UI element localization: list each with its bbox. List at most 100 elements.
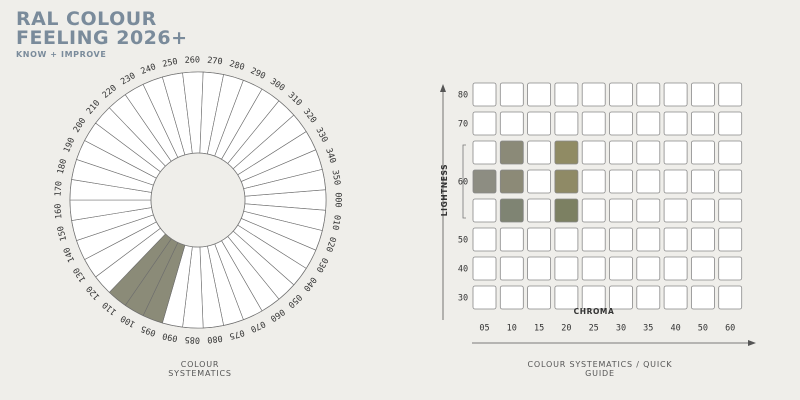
- cell-l40-c05[interactable]: [472, 256, 497, 281]
- cell-l60-c35[interactable]: [636, 169, 661, 194]
- cell-l55-c20[interactable]: [554, 198, 579, 223]
- cell-l55-c15[interactable]: [527, 198, 551, 223]
- cell-l50-c05[interactable]: [472, 227, 497, 252]
- cell-l55-c05[interactable]: [472, 198, 497, 223]
- lightness-label-30: 30: [458, 294, 468, 304]
- cell-l30-c30[interactable]: [609, 285, 633, 310]
- cell-l80-c30[interactable]: [609, 82, 633, 107]
- title-line-2: FEELING 2026+: [16, 27, 188, 49]
- cell-l50-c15[interactable]: [527, 227, 551, 252]
- cell-l70-c60[interactable]: [718, 111, 743, 136]
- cell-l50-c35[interactable]: [636, 227, 661, 252]
- cell-l30-c25[interactable]: [581, 285, 606, 310]
- cell-l70-c25[interactable]: [581, 111, 606, 136]
- cell-l60-c15[interactable]: [527, 169, 551, 194]
- cell-l70-c40[interactable]: [663, 111, 688, 136]
- chroma-label-10: 10: [507, 324, 517, 334]
- cell-l50-c60[interactable]: [718, 227, 743, 252]
- cell-l80-c40[interactable]: [663, 82, 688, 107]
- cell-l40-c35[interactable]: [636, 256, 661, 281]
- cell-l70-c35[interactable]: [636, 111, 661, 136]
- cell-l65-c05[interactable]: [472, 140, 497, 165]
- cell-l30-c40[interactable]: [663, 285, 688, 310]
- cell-l50-c40[interactable]: [663, 227, 688, 252]
- lightness-label-70: 70: [458, 120, 468, 130]
- cell-l40-c30[interactable]: [609, 256, 633, 281]
- cell-l70-c10[interactable]: [499, 111, 524, 136]
- cell-l30-c15[interactable]: [527, 285, 551, 310]
- cell-l65-c15[interactable]: [527, 140, 551, 165]
- hue-label-340: 340: [323, 147, 337, 165]
- cell-l60-c60[interactable]: [718, 169, 743, 194]
- chroma-label-25: 25: [589, 324, 599, 334]
- cell-l40-c15[interactable]: [527, 256, 551, 281]
- cell-l80-c35[interactable]: [636, 82, 661, 107]
- cell-l70-c30[interactable]: [609, 111, 633, 136]
- cell-l65-c30[interactable]: [609, 140, 633, 165]
- cell-l70-c05[interactable]: [472, 111, 497, 136]
- cell-l55-c35[interactable]: [636, 198, 661, 223]
- cell-l80-c25[interactable]: [581, 82, 606, 107]
- cell-l40-c20[interactable]: [554, 256, 579, 281]
- hue-label-260: 260: [185, 55, 201, 66]
- cell-l40-c40[interactable]: [663, 256, 688, 281]
- cell-l30-c60[interactable]: [718, 285, 743, 310]
- y-axis-arrowhead: [440, 84, 446, 92]
- hue-label-170: 170: [53, 181, 64, 197]
- cell-l60-c20[interactable]: [554, 169, 579, 194]
- cell-l55-c25[interactable]: [581, 198, 606, 223]
- lightness-60-bracket: [462, 144, 466, 219]
- y-axis-label: LIGHTNESS: [440, 164, 449, 216]
- chroma-label-30: 30: [616, 324, 626, 334]
- cell-l60-c10[interactable]: [499, 169, 524, 194]
- cell-l30-c35[interactable]: [636, 285, 661, 310]
- cell-l60-c30[interactable]: [609, 169, 633, 194]
- cell-l70-c50[interactable]: [691, 111, 715, 136]
- cell-l70-c15[interactable]: [527, 111, 551, 136]
- cell-l65-c40[interactable]: [663, 140, 688, 165]
- cell-l30-c50[interactable]: [691, 285, 715, 310]
- cell-l80-c05[interactable]: [472, 82, 497, 107]
- cell-l80-c20[interactable]: [554, 82, 579, 107]
- cell-l80-c60[interactable]: [718, 82, 743, 107]
- cell-l30-c05[interactable]: [472, 285, 497, 310]
- cell-l30-c20[interactable]: [554, 285, 579, 310]
- cell-l30-c10[interactable]: [499, 285, 524, 310]
- cell-l40-c10[interactable]: [499, 256, 524, 281]
- hue-label-010: 010: [330, 214, 342, 231]
- cell-l80-c50[interactable]: [691, 82, 715, 107]
- cell-l65-c10[interactable]: [499, 140, 524, 165]
- cell-l40-c50[interactable]: [691, 256, 715, 281]
- cell-l65-c20[interactable]: [554, 140, 579, 165]
- cell-l55-c10[interactable]: [499, 198, 524, 223]
- cell-l60-c25[interactable]: [581, 169, 606, 194]
- cell-l50-c25[interactable]: [581, 227, 606, 252]
- cell-l55-c40[interactable]: [663, 198, 688, 223]
- cell-l55-c50[interactable]: [691, 198, 715, 223]
- chroma-label-15: 15: [534, 324, 544, 334]
- cell-l65-c60[interactable]: [718, 140, 743, 165]
- title-line-1: RAL COLOUR: [16, 8, 157, 30]
- chroma-label-35: 35: [643, 324, 653, 334]
- cell-l55-c60[interactable]: [718, 198, 743, 223]
- cell-l65-c35[interactable]: [636, 140, 661, 165]
- cell-l60-c50[interactable]: [691, 169, 715, 194]
- cell-l65-c50[interactable]: [691, 140, 715, 165]
- cell-l60-c40[interactable]: [663, 169, 688, 194]
- chroma-label-05: 05: [479, 324, 489, 334]
- cell-l70-c20[interactable]: [554, 111, 579, 136]
- lightness-label-80: 80: [458, 91, 468, 101]
- cell-l50-c50[interactable]: [691, 227, 715, 252]
- cell-l55-c30[interactable]: [609, 198, 633, 223]
- chroma-label-60: 60: [725, 324, 735, 334]
- cell-l50-c10[interactable]: [499, 227, 524, 252]
- cell-l80-c10[interactable]: [499, 82, 524, 107]
- title-block: RAL COLOUR FEELING 2026+ KNOW + IMPROVE: [16, 8, 188, 60]
- cell-l65-c25[interactable]: [581, 140, 606, 165]
- cell-l50-c20[interactable]: [554, 227, 579, 252]
- cell-l60-c05[interactable]: [472, 169, 497, 194]
- cell-l50-c30[interactable]: [609, 227, 633, 252]
- cell-l40-c25[interactable]: [581, 256, 606, 281]
- cell-l40-c60[interactable]: [718, 256, 743, 281]
- cell-l80-c15[interactable]: [527, 82, 551, 107]
